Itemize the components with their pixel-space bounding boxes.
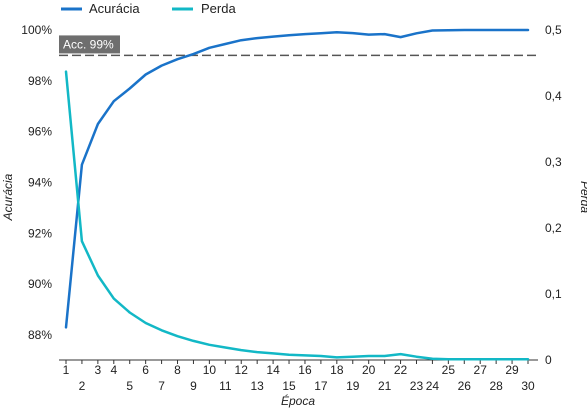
right-y-tick-label: 0,2 xyxy=(545,221,562,235)
loss-line xyxy=(64,70,530,361)
x-tick-label: 29 xyxy=(505,363,519,377)
x-tick-label: 4 xyxy=(110,363,117,377)
chart-legend: Acurácia Perda xyxy=(61,1,236,16)
legend-item-loss: Perda xyxy=(172,1,236,16)
x-tick-label: 10 xyxy=(203,363,217,377)
left-y-axis-title: Acurácia xyxy=(1,173,15,221)
left-y-tick-label: 94% xyxy=(28,176,52,190)
x-tick-label: 14 xyxy=(266,363,280,377)
x-tick-label: 23 xyxy=(410,379,424,393)
x-tick-label: 15 xyxy=(282,379,296,393)
chart-series xyxy=(64,28,530,361)
x-tick-label: 25 xyxy=(442,363,456,377)
x-tick-label: 13 xyxy=(250,379,264,393)
x-tick-label: 18 xyxy=(330,363,344,377)
accuracy-line xyxy=(64,28,530,329)
left-y-tick-label: 96% xyxy=(28,125,52,139)
reference-label: Acc. 99% xyxy=(63,37,114,51)
right-y-tick-label: 0,4 xyxy=(545,89,562,103)
right-y-tick-label: 0,5 xyxy=(545,23,562,37)
x-tick-label: 6 xyxy=(142,363,149,377)
x-tick-label: 17 xyxy=(314,379,328,393)
x-tick-label: 7 xyxy=(158,379,165,393)
reference-line-99: Acc. 99% xyxy=(59,35,538,57)
legend-label-accuracy: Acurácia xyxy=(89,1,140,16)
x-tick-label: 1 xyxy=(63,363,70,377)
right-y-tick-label: 0,1 xyxy=(545,287,562,301)
x-axis-title: Época xyxy=(281,393,315,408)
left-y-axis-ticks: 88% 90% 92% 94% 96% 98% 100% xyxy=(21,23,52,342)
x-tick-label: 21 xyxy=(378,379,392,393)
x-tick-label: 27 xyxy=(474,363,488,377)
x-tick-label: 24 xyxy=(426,379,440,393)
x-tick-label: 28 xyxy=(489,379,503,393)
x-tick-label: 9 xyxy=(190,379,197,393)
right-y-tick-label: 0,3 xyxy=(545,155,562,169)
x-axis-ticks: 1 3 4 6 8 10 12 14 16 18 20 22 25 27 292 5 7 9 11 13 15 17 19 2… xyxy=(63,360,535,393)
legend-item-accuracy: Acurácia xyxy=(61,1,140,16)
x-tick-label: 26 xyxy=(458,379,472,393)
left-y-tick-label: 90% xyxy=(28,277,52,291)
x-tick-label: 19 xyxy=(346,379,360,393)
x-tick-label: 30 xyxy=(521,379,535,393)
x-tick-label: 11 xyxy=(219,379,232,393)
x-tick-label: 12 xyxy=(235,363,249,377)
x-tick-label: 3 xyxy=(95,363,102,377)
left-y-tick-label: 98% xyxy=(28,74,52,88)
left-y-tick-label: 92% xyxy=(28,226,52,240)
x-tick-label: 16 xyxy=(298,363,312,377)
x-tick-label: 20 xyxy=(362,363,376,377)
reference-label-box xyxy=(59,35,120,54)
x-tick-label: 22 xyxy=(394,363,408,377)
x-tick-label: 8 xyxy=(174,363,181,377)
right-y-axis-title: Perda xyxy=(578,181,587,213)
right-y-axis-ticks: 0 0,1 0,2 0,3 0,4 0,5 xyxy=(545,23,562,367)
x-tick-label: 5 xyxy=(126,379,133,393)
legend-label-loss: Perda xyxy=(201,1,236,16)
left-y-tick-label: 88% xyxy=(28,328,52,342)
left-y-tick-label: 100% xyxy=(21,23,52,37)
right-y-tick-label: 0 xyxy=(545,353,552,367)
x-tick-label: 2 xyxy=(79,379,86,393)
